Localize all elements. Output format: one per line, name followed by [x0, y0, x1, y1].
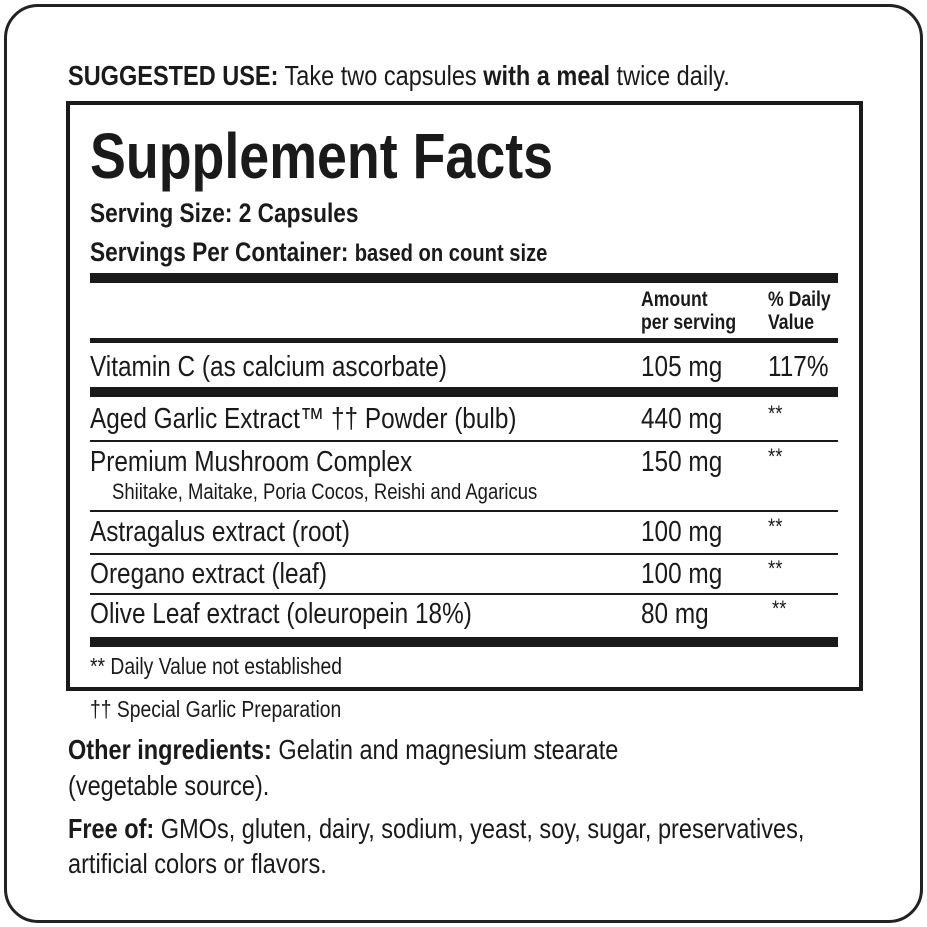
row-name: Aged Garlic Extract™ †† Powder (bulb) [90, 403, 517, 435]
facts-title: Supplement Facts [90, 120, 554, 192]
amount-header-line2: per serving [641, 311, 737, 335]
free-of-text: GMOs, gluten, dairy, sodium, yeast, soy,… [154, 813, 805, 844]
row-subtext: Shiitake, Maitake, Poria Cocos, Reishi a… [112, 479, 538, 504]
row-name: Oregano extract (leaf) [90, 558, 327, 590]
garlic-footnote: †† Special Garlic Preparation [90, 696, 342, 722]
free-of: Free of: GMOs, gluten, dairy, sodium, ye… [68, 815, 804, 843]
row-amount: 440 mg [641, 403, 723, 435]
row-dv: ** [768, 444, 783, 469]
divider-medium [90, 338, 838, 343]
suggested-use-text-end: twice daily. [610, 60, 730, 91]
other-ingredients: Other ingredients: Gelatin and magnesium… [68, 736, 618, 764]
dv-header: % Daily Value [768, 288, 831, 334]
divider-thick [90, 637, 838, 647]
divider-thick [90, 387, 838, 397]
amount-header: Amount per serving [641, 288, 736, 334]
supplement-facts-panel [66, 101, 863, 691]
row-amount: 100 mg [641, 558, 723, 590]
divider-thick [90, 273, 838, 283]
other-ingredients-text: Gelatin and magnesium stearate [271, 734, 619, 765]
dv-footnote: ** Daily Value not established [90, 653, 343, 679]
serving-size: Serving Size: 2 Capsules [90, 198, 359, 228]
other-ingredients-label: Other ingredients: [68, 734, 272, 765]
row-dv: ** [772, 596, 787, 621]
row-amount: 105 mg [641, 351, 723, 383]
divider-thin [90, 440, 838, 442]
amount-header-line1: Amount [641, 288, 708, 311]
dv-header-line2: Value [768, 311, 815, 335]
row-name: Olive Leaf extract (oleuropein 18%) [90, 598, 472, 630]
servings-value: based on count size [354, 240, 548, 267]
servings-label: Servings Per Container: [90, 237, 349, 267]
servings-per-container: Servings Per Container: based on count s… [90, 239, 547, 266]
divider-thin [90, 593, 838, 595]
suggested-use-label: SUGGESTED USE: [68, 60, 279, 91]
divider-thin [90, 553, 838, 555]
dv-header-line1: % Daily [768, 288, 831, 311]
other-ingredients-line2: (vegetable source). [68, 770, 270, 801]
row-name: Vitamin C (as calcium ascorbate) [90, 351, 447, 383]
divider-thin [90, 510, 838, 512]
row-amount: 100 mg [641, 516, 723, 548]
row-dv: ** [768, 514, 783, 539]
row-dv: 117% [768, 351, 829, 383]
suggested-use-text: Take two capsules [278, 60, 484, 91]
free-of-line2: artificial colors or flavors. [68, 848, 327, 879]
free-of-label: Free of: [68, 813, 155, 844]
suggested-use: SUGGESTED USE: Take two capsules with a … [68, 62, 730, 90]
row-dv: ** [768, 401, 783, 426]
row-name: Astragalus extract (root) [90, 516, 350, 548]
row-dv: ** [768, 556, 783, 581]
row-amount: 150 mg [641, 446, 723, 478]
suggested-use-emphasis: with a meal [483, 60, 611, 91]
row-amount: 80 mg [641, 598, 709, 630]
label-border [4, 4, 923, 923]
row-name: Premium Mushroom Complex [90, 446, 413, 478]
